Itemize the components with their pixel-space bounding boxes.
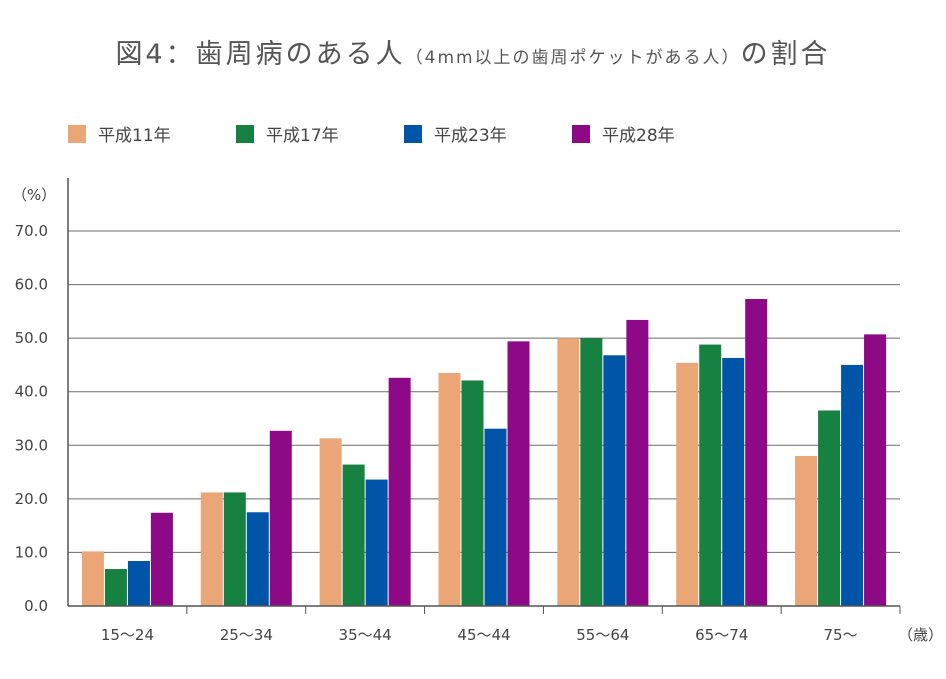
x-tick-label: 65〜74: [695, 626, 748, 644]
chart-legend: 平成11年 平成17年 平成23年 平成28年: [68, 121, 740, 146]
bar: [603, 355, 626, 606]
axes: 0.0 10.0 20.0 30.0 40.0 50.0 60.0 70.0 15〜24 25〜3…: [15, 178, 901, 644]
y-tick-label: 20.0: [15, 490, 48, 508]
bar: [557, 338, 580, 606]
bar-series: [81, 299, 887, 606]
grid-lines: [68, 230, 900, 553]
chart-title-suffix: の割合: [740, 39, 831, 70]
legend-label-h11: 平成11年: [98, 126, 171, 146]
legend-item-h11: 平成11年: [68, 121, 236, 146]
legend-item-h17: 平成17年: [236, 121, 404, 146]
bar: [461, 380, 484, 606]
bar: [81, 551, 104, 606]
bar: [841, 364, 864, 606]
bar: [626, 319, 649, 606]
legend-label-h28: 平成28年: [602, 126, 675, 146]
chart-title-main: 図4：歯周病のある人: [115, 39, 406, 70]
legend-item-h28: 平成28年: [572, 121, 740, 146]
bar: [342, 464, 365, 606]
y-tick-label: 0.0: [24, 597, 48, 615]
bar: [365, 479, 388, 606]
bar: [223, 492, 246, 606]
bar: [699, 344, 722, 606]
y-tick-label: 60.0: [15, 276, 48, 294]
bar: [795, 456, 818, 606]
y-tick-label: 10.0: [15, 543, 48, 561]
bar: [507, 341, 530, 606]
bar: [246, 512, 269, 606]
bar: [676, 362, 699, 606]
y-tick-label: 50.0: [15, 329, 48, 347]
bar: [818, 410, 841, 606]
legend-swatch-h11: [68, 124, 86, 143]
bar: [722, 357, 745, 606]
legend-swatch-h28: [572, 124, 590, 143]
x-tick-label: 55〜64: [576, 626, 629, 644]
y-tick-label: 30.0: [15, 436, 48, 454]
bar: [269, 430, 292, 606]
bar: [864, 334, 887, 606]
y-tick-label: 70.0: [15, 222, 48, 240]
bar: [745, 299, 768, 606]
bar: [580, 338, 603, 606]
legend-label-h23: 平成23年: [434, 126, 507, 146]
legend-item-h23: 平成23年: [404, 121, 572, 146]
legend-label-h17: 平成17年: [266, 126, 339, 146]
chart-title: 図4：歯周病のある人（4mm以上の歯周ポケットがある人）の割合: [0, 32, 946, 71]
bar: [319, 438, 342, 606]
x-tick-label: 75〜: [824, 626, 858, 644]
legend-swatch-h23: [404, 124, 422, 143]
x-axis-label: （歳）: [898, 626, 943, 644]
chart-title-paren: （4mm以上の歯周ポケットがある人）: [405, 48, 741, 68]
y-axis-label: （%）: [12, 186, 56, 204]
bar: [150, 512, 173, 606]
bar: [127, 561, 150, 606]
x-tick-label: 25〜34: [220, 626, 273, 644]
legend-swatch-h17: [236, 124, 254, 143]
bar: [388, 377, 411, 606]
bar: [200, 492, 223, 606]
bar: [104, 569, 127, 606]
y-tick-label: 40.0: [15, 383, 48, 401]
bar: [484, 428, 507, 606]
x-tick-label: 45〜44: [457, 626, 510, 644]
x-tick-label: 35〜44: [339, 626, 392, 644]
x-tick-label: 15〜24: [101, 626, 154, 644]
bar: [438, 372, 461, 606]
